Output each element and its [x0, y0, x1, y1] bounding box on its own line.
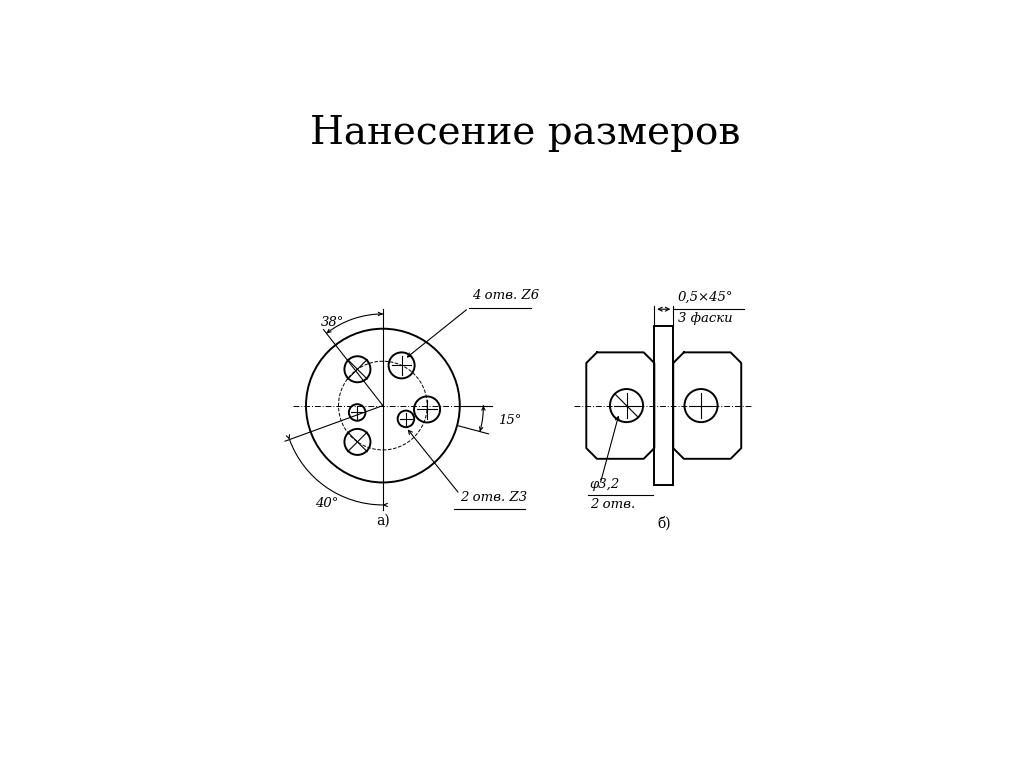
Text: 2 отв.: 2 отв.	[590, 498, 635, 511]
Text: 40°: 40°	[315, 497, 338, 510]
Text: а): а)	[376, 514, 390, 528]
Text: б): б)	[657, 517, 671, 531]
Text: Нанесение размеров: Нанесение размеров	[309, 115, 740, 152]
Text: 38°: 38°	[321, 316, 344, 329]
Text: 0,5×45°: 0,5×45°	[678, 291, 733, 304]
Text: 2 отв. Ζ3: 2 отв. Ζ3	[460, 492, 527, 505]
Text: φ3,2: φ3,2	[590, 478, 621, 492]
Text: 15°: 15°	[499, 414, 521, 427]
Bar	[654, 326, 673, 485]
Text: 4 отв. Ζ6: 4 отв. Ζ6	[472, 289, 539, 302]
Text: 3 фаски: 3 фаски	[678, 312, 732, 325]
